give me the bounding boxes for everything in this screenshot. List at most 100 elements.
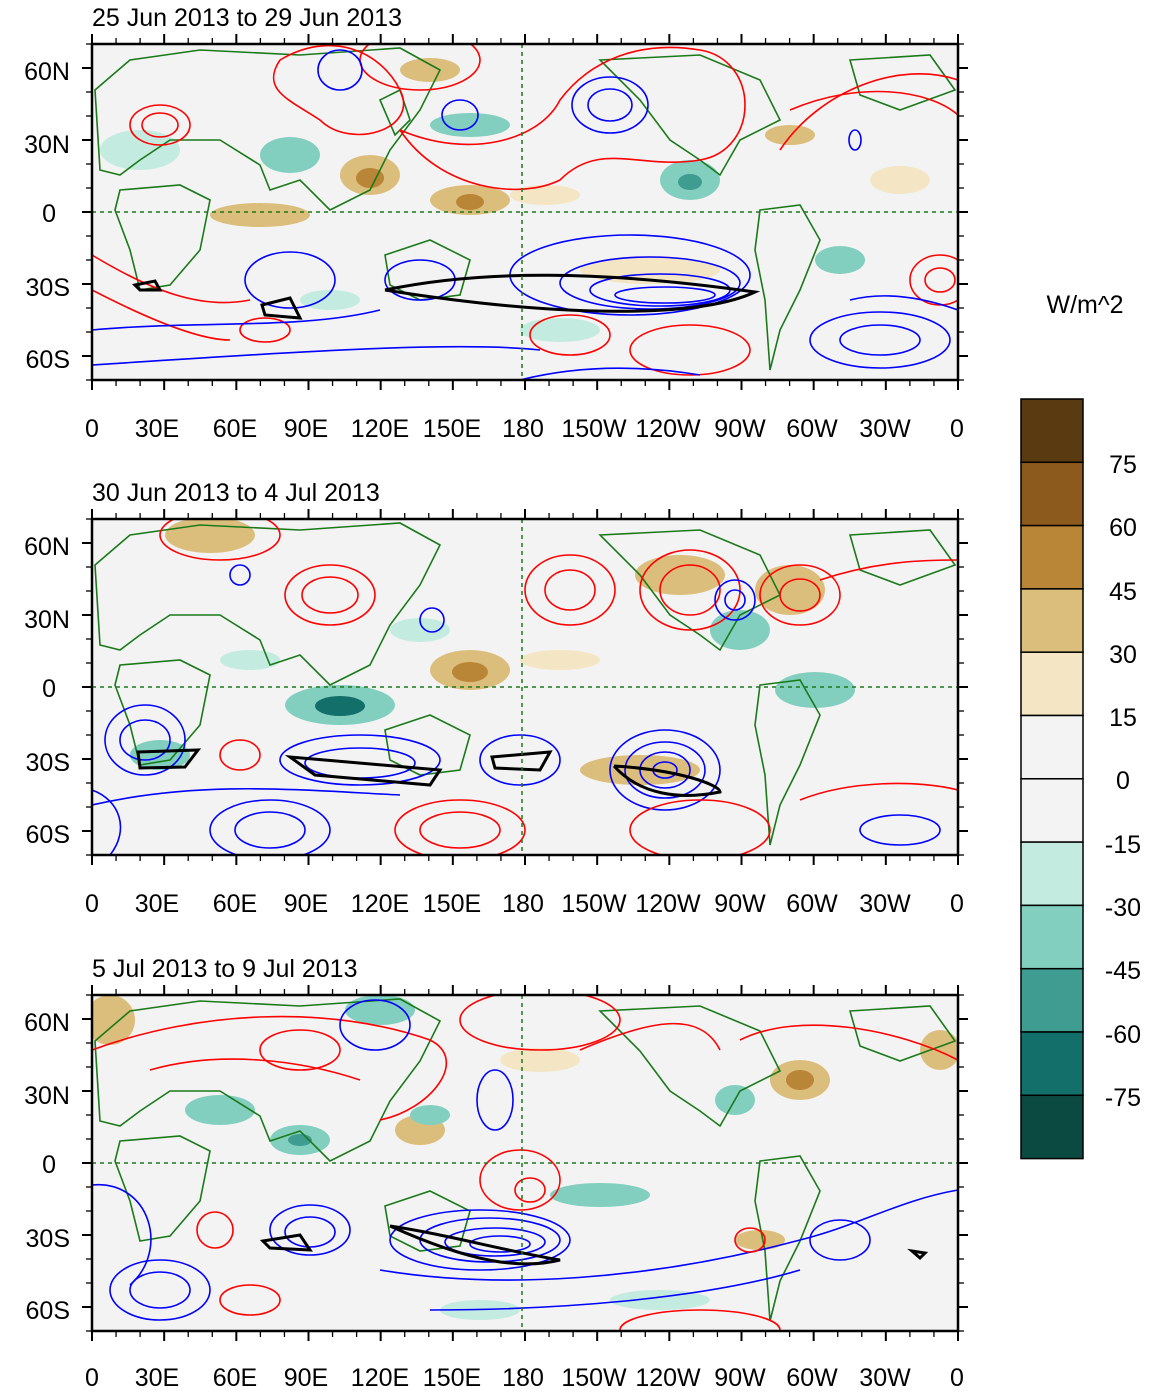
lon-label: 150W	[561, 890, 627, 918]
lon-label: 120E	[351, 1364, 409, 1392]
colorbar-label: -75	[1105, 1084, 1141, 1112]
lon-label: 60E	[213, 890, 257, 918]
ticks-3	[82, 985, 968, 1341]
colorbar-label: -30	[1105, 894, 1141, 922]
colorbar-box	[1020, 904, 1084, 970]
colorbar-box	[1020, 461, 1084, 527]
lon-label: 180	[502, 415, 544, 443]
lon-axis-labels-1: 0 30E 60E 90E 120E 150E 180 150W 120W 90…	[85, 415, 964, 443]
lat-label: 30N	[24, 606, 70, 634]
colorbar-box	[1020, 651, 1084, 717]
lon-label: 120E	[351, 890, 409, 918]
lon-label: 120W	[635, 890, 701, 918]
lon-label: 0	[950, 415, 964, 443]
lat-label: 30S	[26, 274, 70, 302]
coastlines-2	[94, 522, 957, 846]
map-panel-1: 25 Jun 2013 to 29 Jun 2013	[24, 4, 968, 443]
lon-label: 60W	[786, 1364, 838, 1392]
colorbar-box	[1020, 398, 1084, 464]
lon-label: 90E	[284, 415, 328, 443]
lat-axis-labels-1: 60N 30N 0 30S 60S	[24, 58, 70, 374]
colorbar-units: W/m^2	[1046, 291, 1123, 319]
lat-label: 60N	[24, 58, 70, 86]
contours-1	[92, 44, 958, 380]
lat-label: 60S	[26, 1297, 70, 1325]
colorbar-box	[1020, 588, 1084, 653]
ticks-2	[82, 509, 968, 865]
colorbar-label: 15	[1109, 704, 1137, 732]
lon-label: 60W	[786, 890, 838, 918]
lat-label: 30S	[26, 749, 70, 777]
colorbar-label: -60	[1105, 1021, 1141, 1049]
lon-label: 0	[950, 1364, 964, 1392]
lat-axis-labels-2: 60N 30N 0 30S 60S	[24, 533, 70, 849]
lon-label: 90E	[284, 1364, 328, 1392]
lon-label: 0	[85, 415, 99, 443]
lon-label: 30E	[135, 1364, 179, 1392]
lat-label: 60S	[26, 821, 70, 849]
lon-label: 30W	[859, 1364, 911, 1392]
lon-label: 0	[85, 1364, 99, 1392]
colorbar-label: 45	[1109, 578, 1137, 606]
lat-label: 0	[42, 675, 56, 703]
lon-label: 150W	[561, 1364, 627, 1392]
lon-label: 90W	[714, 1364, 766, 1392]
lon-label: 0	[85, 890, 99, 918]
colorbar-label: -45	[1105, 957, 1141, 985]
lon-label: 150E	[423, 890, 481, 918]
colorbar-box	[1020, 1031, 1084, 1097]
map-panel-3: 5 Jul 2013 to 9 Jul 2013	[24, 955, 968, 1392]
lon-label: 30E	[135, 415, 179, 443]
lon-label: 150E	[423, 415, 481, 443]
olr-shading-3	[92, 995, 958, 1320]
lon-label: 60E	[213, 415, 257, 443]
lon-label: 30W	[859, 890, 911, 918]
lon-label: 90W	[714, 890, 766, 918]
colorbar-label: -15	[1105, 831, 1141, 859]
lon-label: 180	[502, 890, 544, 918]
colorbar: W/m^2 75 60 45 30 15 0 -15 -30 -45 -60 -…	[1020, 291, 1141, 1160]
lon-label: 150E	[423, 1364, 481, 1392]
colorbar-box	[1020, 1094, 1084, 1160]
colorbar-label: 75	[1109, 451, 1137, 479]
lat-label: 30N	[24, 1082, 70, 1110]
lat-label: 0	[42, 200, 56, 228]
colorbar-boxes	[1020, 398, 1084, 1160]
panel-title-3: 5 Jul 2013 to 9 Jul 2013	[92, 955, 357, 983]
lat-label: 0	[42, 1151, 56, 1179]
lon-label: 30W	[859, 415, 911, 443]
lon-label: 90E	[284, 890, 328, 918]
lon-label: 150W	[561, 415, 627, 443]
colorbar-labels: 75 60 45 30 15 0 -15 -30 -45 -60 -75	[1105, 451, 1141, 1112]
colorbar-label: 0	[1116, 767, 1130, 795]
lat-label: 30N	[24, 131, 70, 159]
lon-label: 120W	[635, 415, 701, 443]
lon-label: 0	[950, 890, 964, 918]
lon-label: 120W	[635, 1364, 701, 1392]
colorbar-label: 60	[1109, 514, 1137, 542]
coastlines-1	[94, 47, 957, 371]
lat-label: 60N	[24, 533, 70, 561]
coastlines-3	[94, 998, 957, 1322]
lon-label: 120E	[351, 415, 409, 443]
lon-label: 180	[502, 1364, 544, 1392]
ticks-1	[82, 34, 968, 390]
lon-axis-labels-2: 0 30E 60E 90E 120E 150E 180 150W 120W 90…	[85, 890, 964, 918]
lat-label: 60N	[24, 1009, 70, 1037]
lon-axis-labels-3: 0 30E 60E 90E 120E 150E 180 150W 120W 90…	[85, 1364, 964, 1392]
lat-axis-labels-3: 60N 30N 0 30S 60S	[24, 1009, 70, 1325]
map-panel-2: 30 Jun 2013 to 4 Jul 2013	[24, 479, 968, 918]
lat-label: 60S	[26, 346, 70, 374]
contours-2	[92, 519, 958, 855]
colorbar-box	[1020, 967, 1084, 1033]
lat-label: 30S	[26, 1225, 70, 1253]
lon-label: 60E	[213, 1364, 257, 1392]
colorbar-box	[1020, 524, 1084, 590]
lon-label: 60W	[786, 415, 838, 443]
panel-title-2: 30 Jun 2013 to 4 Jul 2013	[92, 479, 380, 507]
lon-label: 30E	[135, 890, 179, 918]
colorbar-box	[1020, 841, 1084, 907]
colorbar-box	[1020, 778, 1084, 843]
lon-label: 90W	[714, 415, 766, 443]
